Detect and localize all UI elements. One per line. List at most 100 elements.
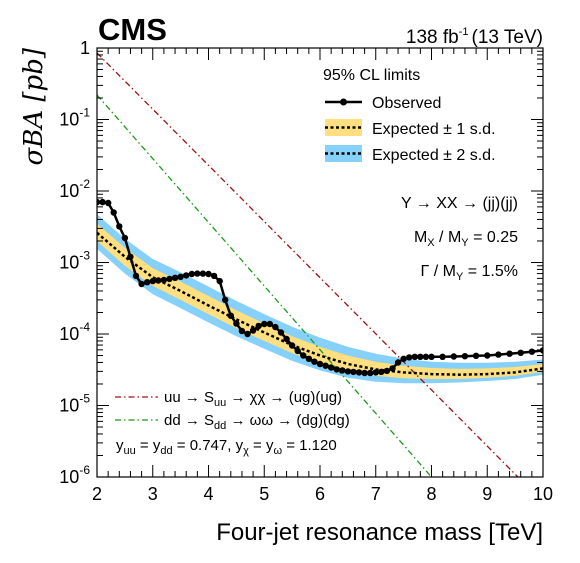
y-tick-label: 1 [80,38,90,58]
process-label: Y → XX → (jj)(jj) [401,195,518,212]
y-tick-labels: 10-6 10-5 10-4 10-3 10-2 10-1 1 [59,38,90,487]
observed-point [249,327,257,334]
expected-1sd-band [97,223,543,379]
y-tick-label: 10-6 [59,463,90,487]
luminosity-label: 138 fb-1 (13 TeV) [406,26,543,48]
observed-point [389,365,396,372]
observed-point [327,364,335,371]
observed-point [177,273,184,280]
observed-point [244,330,251,338]
coupling-label: yuu = ydd = 0.747, yχ = yω = 1.120 [116,437,337,457]
observed-point [210,272,218,280]
observed-point [383,367,391,375]
theory-uu-line [97,52,519,477]
width-label: Γ / MY = 1.5% [420,263,518,283]
observed-point [155,277,162,284]
observed-point [238,327,246,335]
observed-point [272,323,279,331]
x-tick-label: 8 [426,484,436,504]
observed-point [355,369,363,376]
observed-point [333,366,340,373]
observed-point [539,347,543,354]
observed-point [116,223,123,230]
observed-point [294,347,301,355]
observed-point [372,369,379,376]
observed-point [400,355,407,362]
observed-point [138,280,145,288]
x-tick-label: 6 [315,484,325,504]
legend-entry-expected-2sd: Expected ± 2 s.d. [325,145,496,164]
observed-point [288,342,296,349]
observed-point [194,270,201,277]
y-tick-label: 10-3 [59,249,90,273]
legend-entry-expected-1sd: Expected ± 1 s.d. [325,119,496,138]
observed-point [322,362,329,369]
observed-point [149,277,156,285]
observed-point [233,320,240,327]
observed-point [344,368,352,375]
observed-point [222,296,229,304]
observed-line-group [97,198,543,377]
axis-ticks [96,47,544,478]
y-axis-title: σBA [pb] [19,47,49,165]
observed-point [417,353,424,360]
legend-entry-theory-dd: dd → Sdd → ωω → (dg)(dg) [115,412,350,432]
observed-point [171,274,179,281]
observed-point [132,272,140,280]
observed-point [406,354,413,361]
observed-point [144,279,151,286]
y-tick-label: 10-5 [59,392,90,416]
observed-point [422,353,430,360]
observed-point [105,199,112,207]
x-axis-title: Four-jet resonance mass [TeV] [216,519,543,546]
experiment-label: CMS [98,12,167,47]
observed-point [484,352,491,359]
observed-point [110,209,117,216]
observed-point [350,368,357,376]
x-tick-label: 4 [203,484,213,504]
observed-point [188,270,195,278]
observed-point [450,353,457,360]
x-tick-label: 9 [482,484,492,504]
observed-point [528,348,536,355]
observed-point [472,352,480,359]
observed-point [439,353,446,360]
observed-point [378,368,385,376]
observed-point [394,359,402,366]
observed-point [461,353,469,360]
observed-point [517,349,524,356]
y-tick-label: 10-2 [59,177,90,201]
svg-text:Expected ± 2 s.d.: Expected ± 2 s.d. [372,147,496,164]
observed-point [255,322,262,330]
observed-point [495,351,502,358]
svg-text:Observed: Observed [372,95,441,112]
y-tick-label: 10-1 [59,106,90,130]
observed-point [261,320,268,328]
observed-point [300,352,307,359]
observed-point [506,350,513,357]
svg-text:Expected ± 1 s.d.: Expected ± 1 s.d. [372,121,496,138]
x-tick-labels: 2 3 4 5 6 7 8 9 10 [92,484,553,504]
observed-point [205,270,212,278]
y-tick-label: 10-4 [59,320,90,344]
svg-text:dd → Sdd → ωω → (dg)(dg): dd → Sdd → ωω → (dg)(dg) [164,412,350,432]
observed-point [160,276,168,284]
observed-point [316,360,324,368]
observed-point [183,272,190,279]
x-tick-label: 7 [371,484,381,504]
expected-1sd-band-group [97,223,543,379]
legend-title: 95% CL limits [323,67,420,84]
observed-point [216,277,223,285]
legend-entry-theory-uu: uu → Suu → χχ → (ug)(ug) [115,389,342,409]
legend-entry-observed: Observed [325,95,441,112]
observed-point [227,312,234,319]
x-tick-label: 2 [92,484,102,504]
mass-ratio-label: MX / MY = 0.25 [414,229,518,249]
x-tick-label: 3 [148,484,158,504]
observed-point [411,353,418,360]
observed-point [277,329,285,336]
observed-point [361,369,368,377]
observed-point [283,335,290,343]
theory-lines-group [97,52,519,477]
observed-point [199,270,207,277]
